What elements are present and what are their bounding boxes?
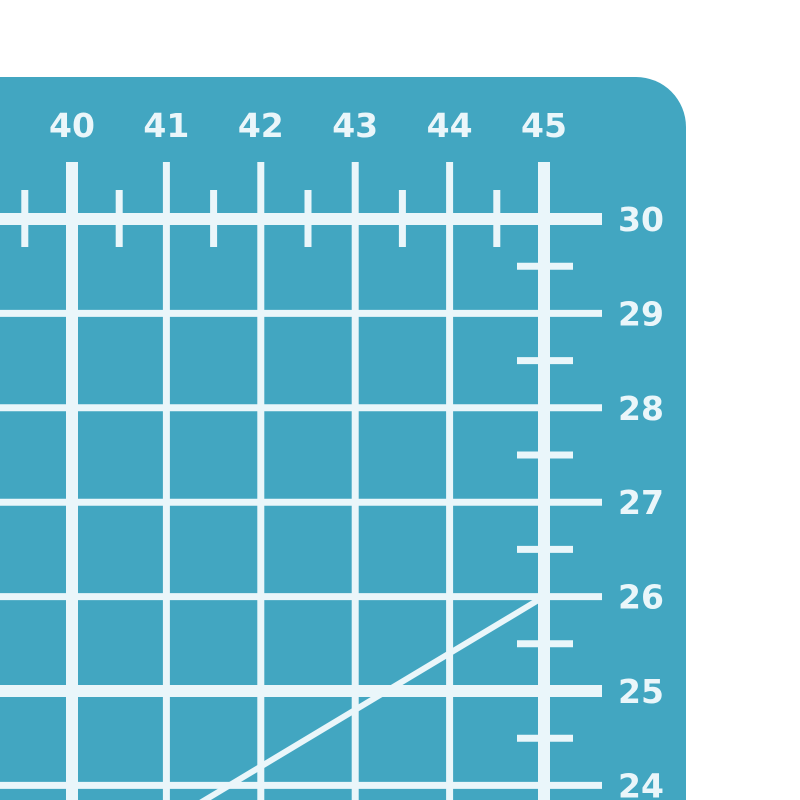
mat-background — [0, 77, 686, 800]
row-label: 25 — [618, 672, 664, 711]
column-label: 42 — [238, 106, 284, 145]
row-label: 24 — [618, 766, 664, 800]
row-labels: 30 29 28 27 26 25 24 — [618, 200, 664, 800]
row-label: 30 — [618, 200, 664, 239]
row-label: 26 — [618, 578, 664, 617]
column-labels: 40 41 42 43 44 45 — [49, 106, 567, 145]
column-label: 44 — [427, 106, 473, 145]
row-label: 29 — [618, 294, 664, 333]
row-label: 27 — [618, 483, 664, 522]
column-label: 40 — [49, 106, 95, 145]
column-label: 41 — [143, 106, 189, 145]
diagonal-angle-line — [199, 594, 546, 800]
grid-lines — [0, 162, 602, 800]
row-label: 28 — [618, 389, 664, 428]
column-label: 43 — [332, 106, 378, 145]
column-label: 45 — [521, 106, 567, 145]
